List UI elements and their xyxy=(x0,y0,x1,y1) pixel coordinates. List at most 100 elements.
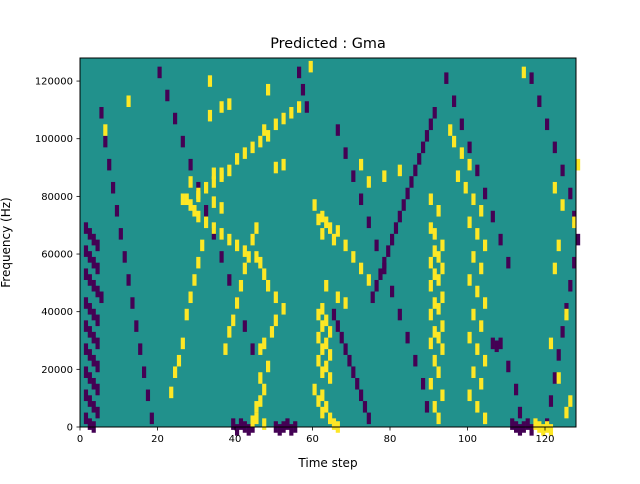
heatmap-cell-low xyxy=(83,389,89,402)
heatmap-cell-low xyxy=(417,153,422,165)
heatmap-cell-high xyxy=(564,308,569,321)
heatmap-cell-low xyxy=(87,395,92,407)
heatmap-cell-high xyxy=(432,297,437,309)
heatmap-cell-high xyxy=(428,377,433,390)
heatmap-cell-high xyxy=(552,262,557,275)
y-tick-label: 80000 xyxy=(41,192,73,203)
heatmap-cell-high xyxy=(483,412,488,425)
heatmap-cell-low xyxy=(196,181,201,194)
heatmap-cell-high xyxy=(471,193,476,206)
heatmap-cell-high xyxy=(297,101,302,113)
heatmap-cell-low xyxy=(572,256,577,269)
heatmap-cell-high xyxy=(266,360,271,373)
heatmap-cell-low xyxy=(517,424,523,436)
heatmap-cell-high xyxy=(436,303,441,315)
x-tick-label: 80 xyxy=(384,434,397,445)
heatmap-cell-low xyxy=(444,72,449,84)
heatmap-cell-low xyxy=(83,297,89,309)
heatmap-cell-low xyxy=(304,101,309,113)
heatmap-cell-high xyxy=(176,354,182,367)
heatmap-cell-high xyxy=(184,308,189,321)
y-axis: 0 20000 40000 60000 80000 100000 120000 xyxy=(35,77,80,434)
heatmap-cell-high xyxy=(250,141,255,154)
heatmap-cell-low xyxy=(452,95,457,108)
heatmap-cell-high xyxy=(483,297,488,309)
heatmap-cell-low xyxy=(87,372,92,384)
heatmap-cell-high xyxy=(320,366,325,378)
heatmap-cell-high xyxy=(180,193,185,206)
heatmap-cell-high xyxy=(440,389,445,402)
heatmap-cell-high xyxy=(316,354,321,367)
heatmap-cell-high xyxy=(258,372,263,384)
y-tick-label: 60000 xyxy=(41,250,73,261)
heatmap-cell-high xyxy=(572,216,577,229)
heatmap-cell-low xyxy=(397,308,402,321)
heatmap-cell-high xyxy=(184,193,189,206)
heatmap-cell-high xyxy=(281,112,286,125)
heatmap-cell-low xyxy=(95,285,100,298)
heatmap-cell-low xyxy=(490,337,495,350)
heatmap-cell-low xyxy=(514,383,519,396)
heatmap-cell-high xyxy=(440,291,445,304)
heatmap-cell-high xyxy=(273,291,278,304)
heatmap-cell-high xyxy=(432,401,437,413)
heatmap-cell-high xyxy=(192,205,197,217)
heatmap-cell-low xyxy=(359,193,364,206)
heatmap-cell-high xyxy=(324,337,329,350)
heatmap-cell-high xyxy=(455,170,461,182)
heatmap-cell-high xyxy=(320,343,325,355)
heatmap-cell-high xyxy=(289,107,294,119)
heatmap-cell-high xyxy=(207,75,213,87)
heatmap-cell-high xyxy=(328,349,333,361)
heatmap-cell-high xyxy=(479,205,484,217)
plot-frame xyxy=(79,57,577,428)
heatmap-cell-low xyxy=(560,326,565,338)
heatmap-cell-low xyxy=(351,366,356,378)
heatmap-cell-high xyxy=(463,181,468,194)
heatmap-cell-low xyxy=(91,401,96,413)
heatmap-cell-high xyxy=(479,377,484,390)
heatmap-cell-low xyxy=(560,164,565,177)
heatmap-cell-high xyxy=(254,401,259,413)
heatmap-cell-high xyxy=(556,239,561,252)
heatmap-cell-low xyxy=(91,233,96,246)
heatmap-cell-low xyxy=(390,233,395,246)
heatmap-cell-low xyxy=(413,354,418,367)
x-tick-label: 40 xyxy=(229,434,242,445)
heatmap-cell-high xyxy=(246,251,251,263)
heatmap-cell-low xyxy=(386,245,391,257)
heatmap-cell-high xyxy=(235,239,240,252)
heatmap-cell-high xyxy=(266,130,271,142)
heatmap-cell-high xyxy=(262,268,267,280)
heatmap-cell-high xyxy=(281,158,286,171)
heatmap-cell-low xyxy=(351,170,356,182)
heatmap-cell-low xyxy=(219,251,224,263)
heatmap-cell-low xyxy=(95,262,100,275)
heatmap-cell-low xyxy=(366,412,371,425)
heatmap-cell-high xyxy=(475,343,480,355)
heatmap-cell-high xyxy=(211,176,216,188)
heatmap-cell-low xyxy=(91,331,96,344)
heatmap-cell-low xyxy=(506,360,511,373)
heatmap-cell-high xyxy=(103,124,108,136)
heatmap-cell-low xyxy=(145,389,151,402)
heatmap-cell-low xyxy=(91,377,96,390)
heatmap-cell-low xyxy=(118,228,123,240)
heatmap-cell-high xyxy=(266,83,271,96)
heatmap-cell-high xyxy=(467,158,472,171)
heatmap-cell-high xyxy=(324,360,329,373)
heatmap-cell-low xyxy=(107,158,112,171)
heatmap-cell-high xyxy=(328,222,333,234)
heatmap-cell-high xyxy=(316,308,321,321)
heatmap-cell-high xyxy=(483,354,488,367)
heatmap-cell-high xyxy=(188,176,193,188)
heatmap-cell-low xyxy=(297,66,302,79)
heatmap-cell-high xyxy=(335,225,340,237)
heatmap-cell-high xyxy=(432,245,437,257)
heatmap-cell-low xyxy=(401,199,406,211)
heatmap-cell-low xyxy=(393,222,399,234)
heatmap-cell-high xyxy=(467,274,472,286)
heatmap-cell-low xyxy=(506,256,511,269)
heatmap-cell-high xyxy=(533,418,538,430)
